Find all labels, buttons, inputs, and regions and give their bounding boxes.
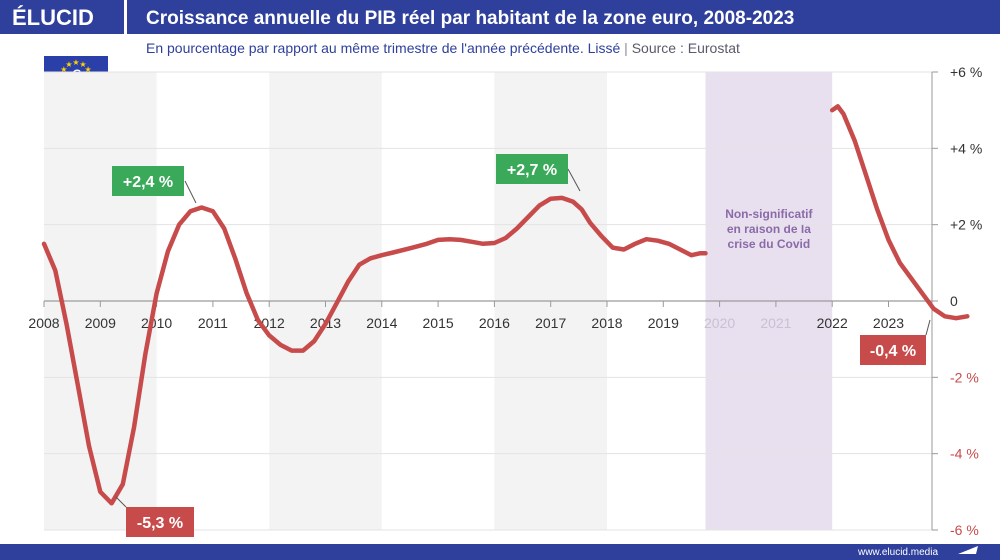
x-tick-label: 2020 bbox=[704, 315, 735, 331]
annotation-leader bbox=[115, 496, 127, 508]
annotation-label: +2,4 % bbox=[123, 174, 173, 191]
x-axis: 2008 2009 2010 2011 2012 2013 2014 2015 2016 2017… bbox=[28, 301, 904, 331]
series-lines bbox=[41, 104, 970, 506]
flag-star: ★ bbox=[65, 60, 72, 69]
chart-subtitle: En pourcentage par rapport au même trime… bbox=[146, 40, 740, 56]
brand-logo: ÉLUCID bbox=[12, 5, 94, 30]
covid-band-label: Non-significatif en raison de la crise du … bbox=[725, 207, 813, 251]
series-line bbox=[41, 195, 708, 506]
x-tick-label: 2016 bbox=[479, 315, 510, 331]
annotation-label: +2,7 % bbox=[507, 162, 557, 179]
x-tick-label: 2009 bbox=[85, 315, 116, 331]
y-axis: +6 % +4 % +2 % 0 -2 % -4 % -6 % bbox=[932, 64, 982, 538]
annotations: +2,4 % -5,3 % +2,7 % -0,4 % bbox=[112, 154, 931, 537]
header-divider bbox=[124, 0, 127, 34]
x-tick-label: 2014 bbox=[366, 315, 397, 331]
flag-star: ★ bbox=[85, 65, 92, 74]
x-tick-label: 2017 bbox=[535, 315, 566, 331]
annotation-label: -5,3 % bbox=[137, 515, 183, 532]
annotation-label: -0,4 % bbox=[870, 343, 916, 360]
x-tick-label: 2022 bbox=[817, 315, 848, 331]
y-tick-label: +4 % bbox=[950, 140, 982, 156]
annotation-box bbox=[496, 154, 568, 184]
y-tick-label: +6 % bbox=[950, 64, 982, 80]
source-text: Source : Eurostat bbox=[632, 40, 740, 56]
x-tick-label: 2021 bbox=[760, 315, 791, 331]
flag-star: ★ bbox=[79, 60, 86, 69]
annotation-box bbox=[126, 507, 194, 537]
x-tick-label: 2018 bbox=[591, 315, 622, 331]
annotation-leader bbox=[567, 168, 581, 192]
x-tick-label: 2019 bbox=[648, 315, 679, 331]
website-text: www.elucid.media bbox=[857, 547, 938, 558]
x-tick-label: 2015 bbox=[423, 315, 454, 331]
annotation-box bbox=[112, 166, 184, 196]
y-tick-label: -6 % bbox=[950, 522, 979, 538]
annotation-leader bbox=[184, 180, 197, 204]
y-tick-label: 0 bbox=[950, 293, 958, 309]
flag-star: ★ bbox=[60, 65, 67, 74]
annotation-leader bbox=[925, 319, 931, 336]
x-tick-label: 2010 bbox=[141, 315, 172, 331]
footer-arrow-icon bbox=[958, 546, 978, 554]
x-tick-label: 2008 bbox=[28, 315, 59, 331]
header-bar bbox=[0, 0, 1000, 34]
y-tick-label: -2 % bbox=[950, 369, 979, 385]
y-tick-label: -4 % bbox=[950, 446, 979, 462]
chart-title: Croissance annuelle du PIB réel par habi… bbox=[146, 8, 794, 29]
x-tick-label: 2023 bbox=[873, 315, 904, 331]
footer-bar bbox=[0, 544, 1000, 560]
x-tick-label: 2011 bbox=[198, 315, 228, 331]
series-line bbox=[829, 104, 970, 321]
annotation-box bbox=[860, 335, 926, 365]
subtitle-separator: | bbox=[620, 40, 631, 56]
flag-star: ★ bbox=[72, 58, 79, 67]
y-tick-label: +2 % bbox=[950, 217, 982, 233]
subtitle-text: En pourcentage par rapport au même trime… bbox=[146, 40, 620, 56]
